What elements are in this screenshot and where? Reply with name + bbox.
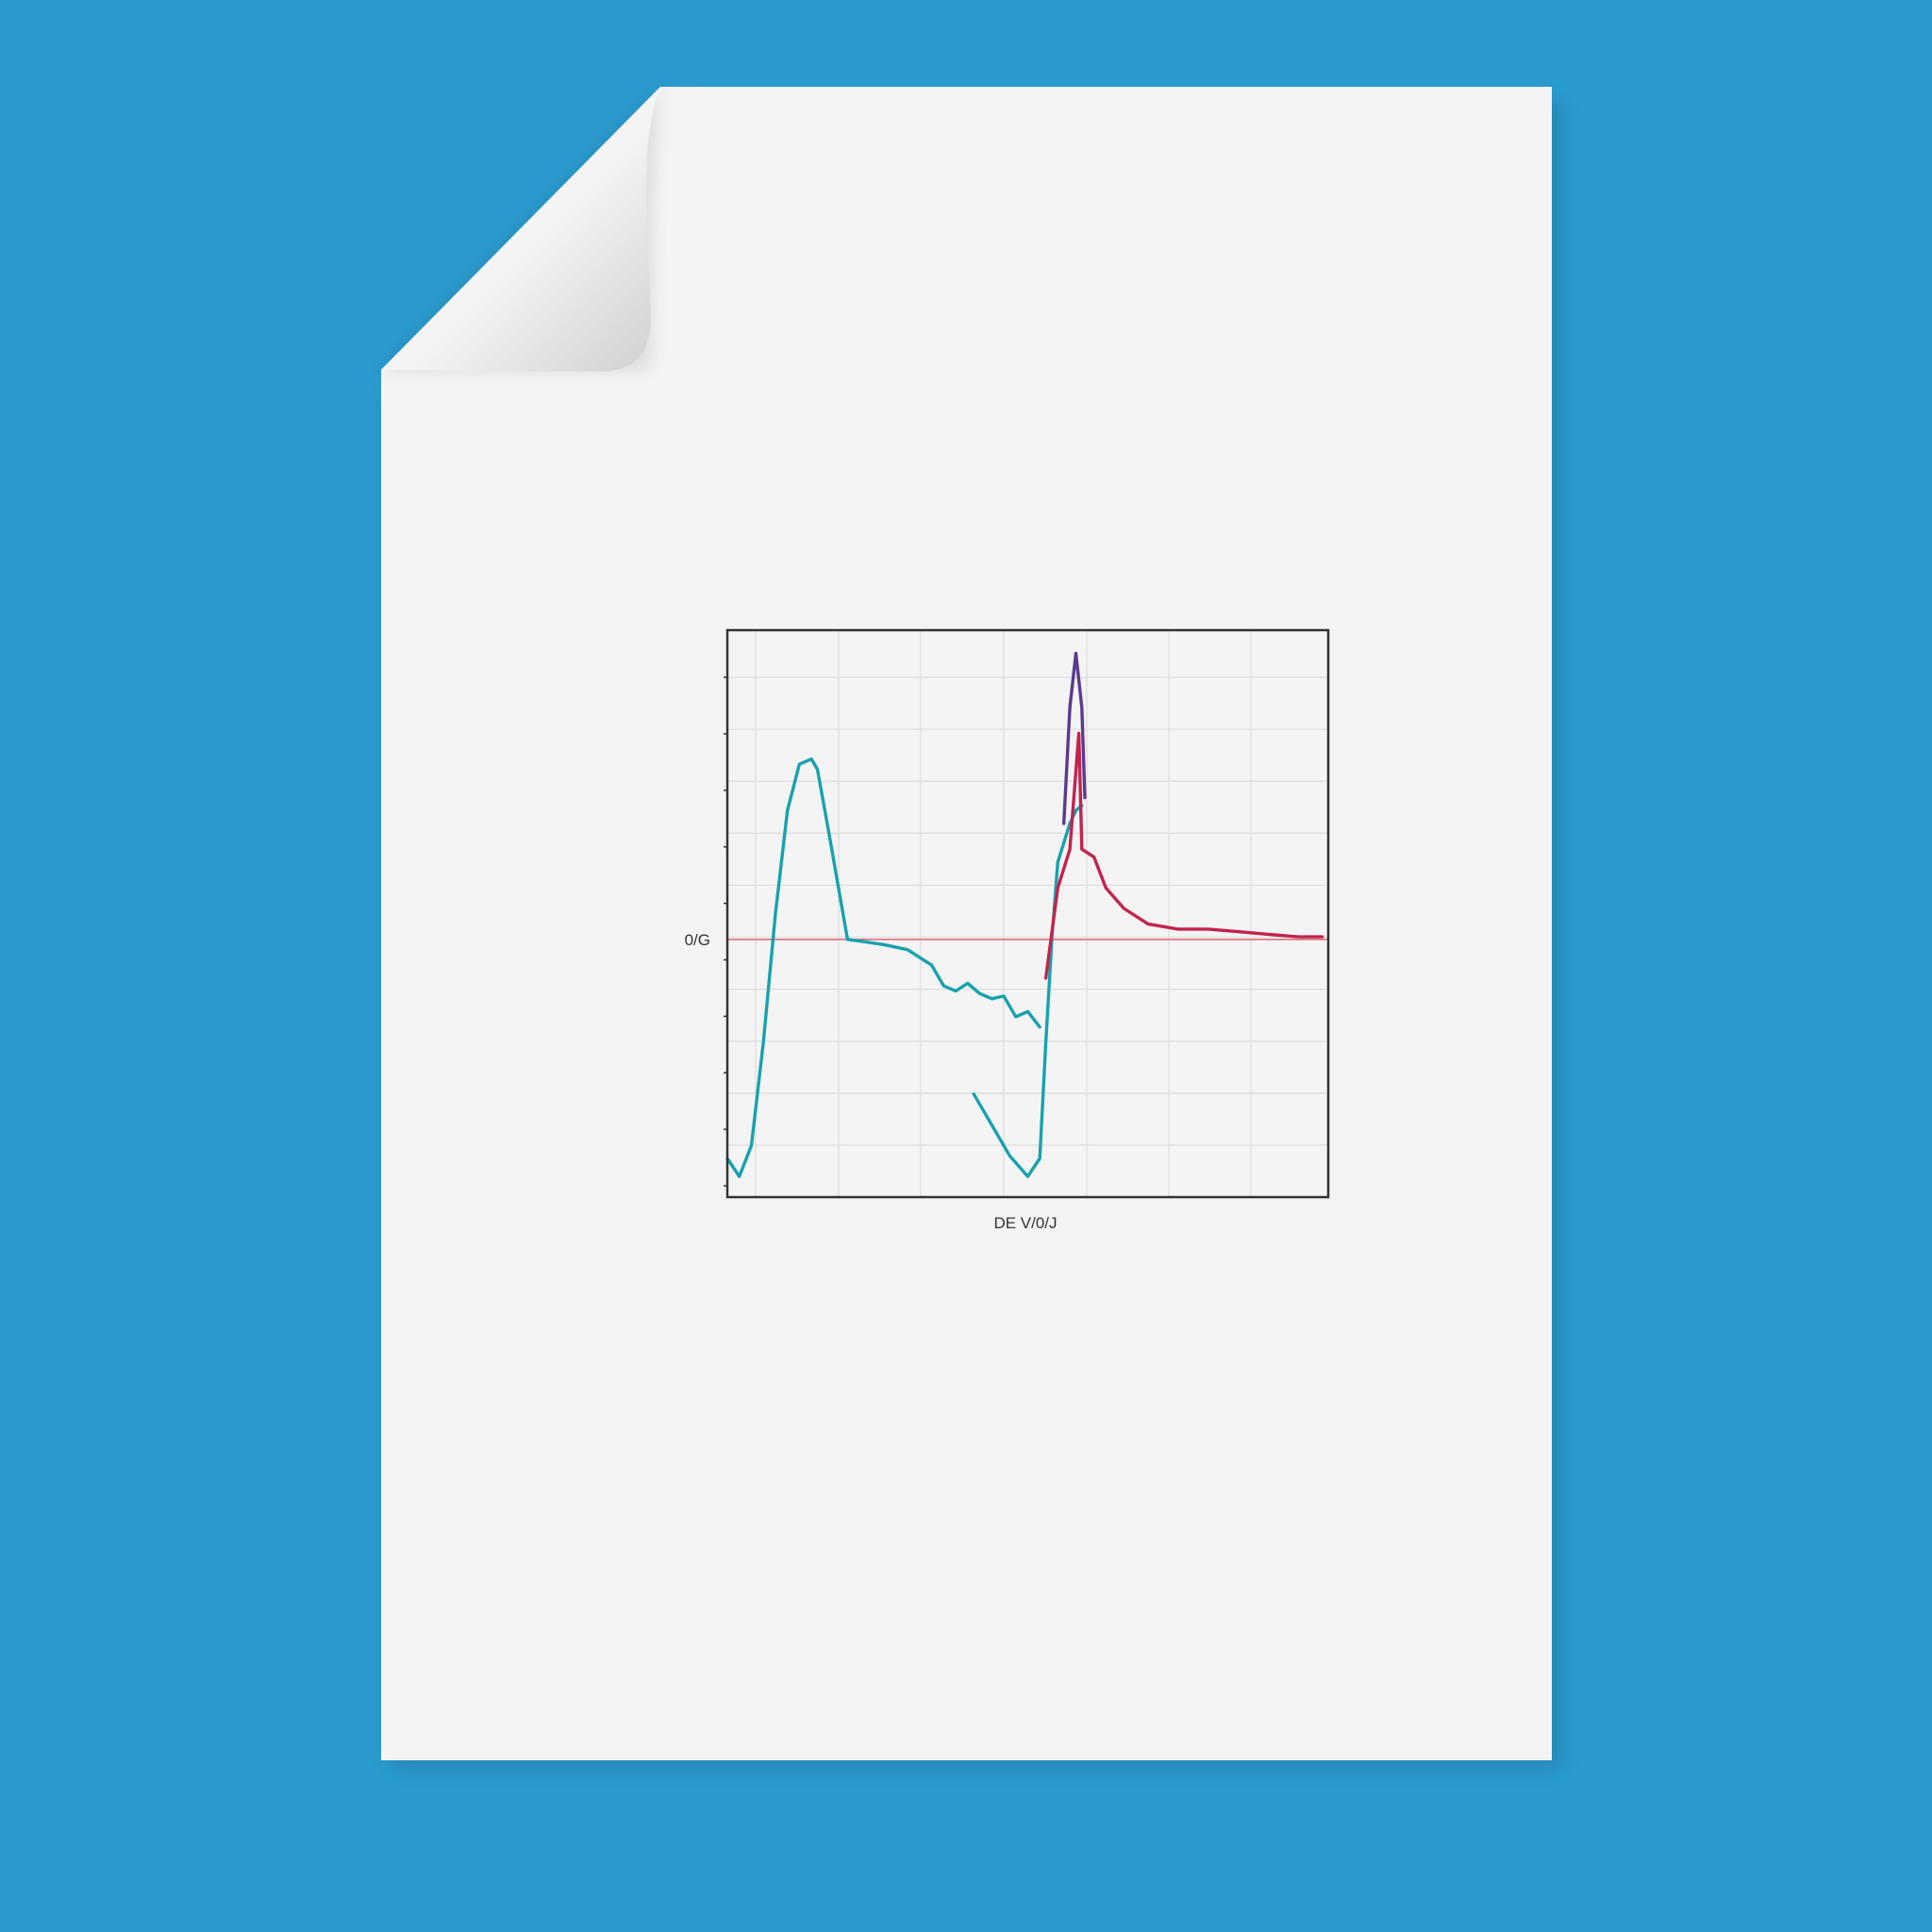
plot-frame	[725, 628, 1330, 1199]
series-layer	[725, 651, 1324, 1178]
paper-body	[381, 87, 1552, 1760]
series-line-4	[1043, 731, 1324, 980]
series-line-3	[1062, 651, 1087, 825]
x-tick-label-center: DE V/0/J	[993, 1214, 1057, 1232]
page-curl	[381, 87, 660, 372]
chart-grid	[727, 630, 1328, 1197]
series-line-1	[725, 757, 1041, 1178]
y-tick-label-zero: 0/G	[685, 931, 710, 949]
